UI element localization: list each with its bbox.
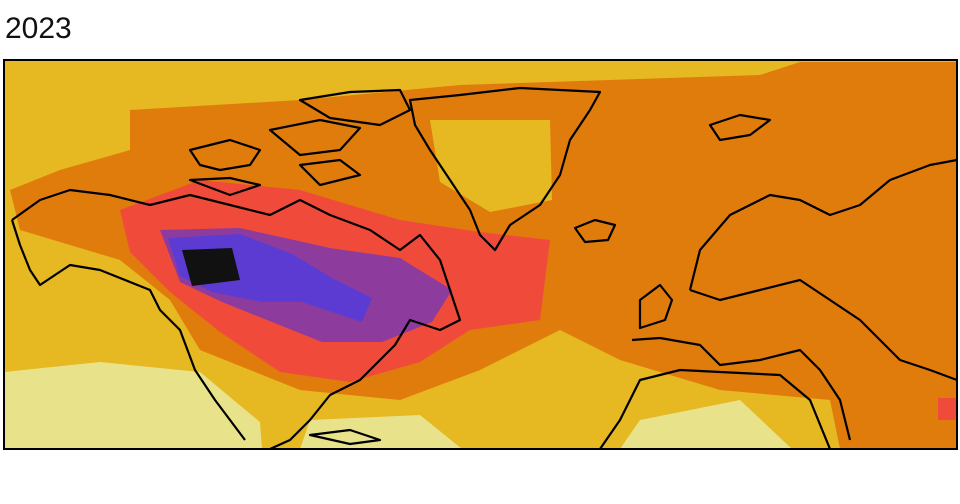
map-frame [3, 59, 958, 450]
coastline-africa [599, 368, 832, 449]
coastline-eurasia [631, 158, 957, 441]
coastline-cuba [308, 428, 382, 446]
region-red-spot [938, 398, 957, 420]
region-black [182, 248, 240, 286]
coastline-iceland [573, 218, 617, 244]
region-pale [4, 362, 262, 449]
map-title: 2023 [5, 12, 72, 45]
region-pale [300, 415, 462, 449]
coastline-svalbard [708, 113, 772, 142]
region-pale [620, 400, 792, 449]
coastline-north-america [10, 188, 462, 449]
heat-field [4, 60, 957, 449]
region-yellow-greenland [430, 120, 552, 212]
coastlines [10, 86, 957, 449]
coastline-arctic-islands [188, 88, 412, 197]
coastline-greenland [408, 86, 602, 252]
